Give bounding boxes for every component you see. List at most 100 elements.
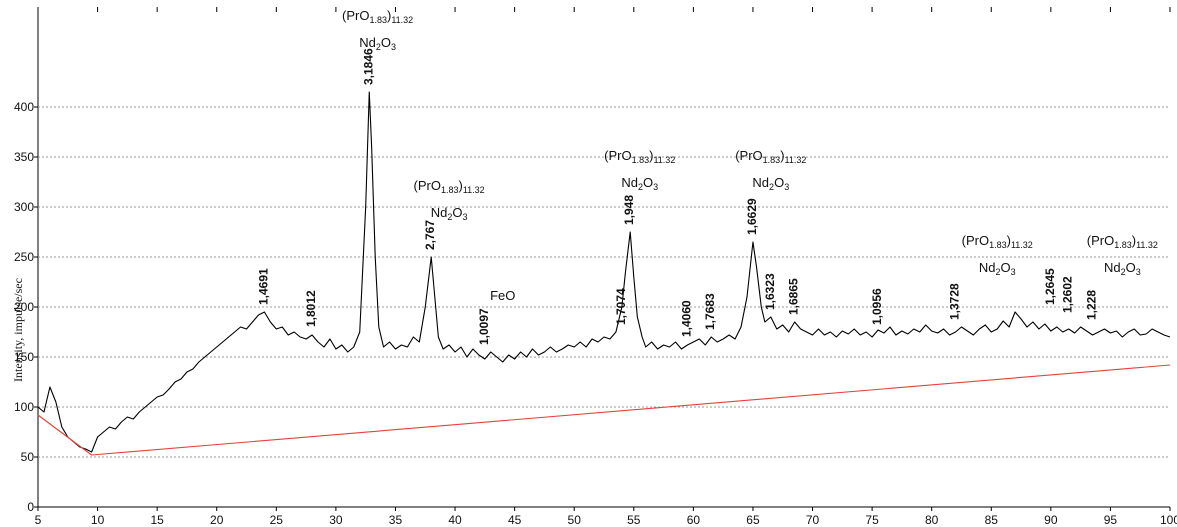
y-tick-label: 0 (27, 500, 34, 514)
peak-label: 1,6865 (787, 278, 801, 315)
formula-part: Nd (359, 35, 376, 50)
formula-part: Nd (431, 205, 448, 220)
peak-label: 1,6323 (763, 273, 777, 310)
formula-part: (PrO (604, 148, 631, 163)
x-tick-label: 85 (985, 513, 999, 527)
y-tick-label: 250 (14, 250, 34, 264)
peak-label: 1,0956 (870, 288, 884, 325)
formula-part: ) (387, 8, 391, 23)
subscript: 2 (769, 182, 774, 192)
peak-label: 1,3728 (948, 283, 962, 320)
formula-part: (PrO (735, 148, 762, 163)
formula-part: Nd (621, 175, 638, 190)
x-tick-label: 45 (508, 513, 522, 527)
formula-part: O (452, 205, 462, 220)
subscript: 11.32 (1011, 240, 1033, 250)
peak-label: 1,0097 (477, 308, 491, 345)
y-tick-label: 350 (14, 150, 34, 164)
formula-part: Nd (1104, 260, 1121, 275)
formula-part: ) (780, 148, 784, 163)
phase-annotation: Nd2O3 (621, 175, 658, 192)
x-tick-label: 100 (1160, 513, 1177, 527)
peak-label: 1,948 (622, 195, 636, 225)
subscript: 2 (995, 267, 1000, 277)
peak-label: 1,6629 (745, 198, 759, 235)
formula-part: ) (1007, 233, 1011, 248)
formula-part: O (1000, 260, 1010, 275)
x-tick-label: 10 (91, 513, 105, 527)
subscript: 11.32 (785, 155, 807, 165)
phase-annotation: Nd2O3 (431, 205, 468, 222)
subscript: 1.83 (369, 15, 387, 25)
subscript: 1.83 (1114, 240, 1132, 250)
x-tick-label: 50 (568, 513, 582, 527)
peak-label: 1,7683 (703, 293, 717, 330)
y-tick-label: 50 (21, 450, 35, 464)
y-axis-label: Intensity, impulse/sec (11, 278, 25, 382)
formula-part: O (381, 35, 391, 50)
peak-label: 1,2602 (1061, 276, 1075, 313)
series-line (37, 91, 1171, 453)
y-tick-label: 150 (14, 350, 34, 364)
peak-label: 1,8012 (304, 290, 318, 327)
subscript: 11.32 (463, 185, 485, 195)
phase-annotation: Nd2O3 (359, 35, 396, 52)
peak-label: 1,2645 (1043, 268, 1057, 305)
x-tick-label: 90 (1044, 513, 1058, 527)
formula-part: ) (1132, 233, 1136, 248)
peak-label: 1,4691 (256, 268, 270, 305)
x-tick-label: 75 (865, 513, 879, 527)
formula-part: (PrO (414, 178, 441, 193)
subscript: 3 (391, 42, 396, 52)
peak-label: 2,767 (423, 220, 437, 250)
x-tick-label: 20 (210, 513, 224, 527)
y-tick-label: 400 (14, 100, 34, 114)
formula-part: ) (458, 178, 462, 193)
subscript: 2 (376, 42, 381, 52)
formula-part: O (774, 175, 784, 190)
x-tick-label: 40 (448, 513, 462, 527)
x-tick-label: 95 (1104, 513, 1118, 527)
subscript: 3 (1011, 267, 1016, 277)
formula-part: Nd (752, 175, 769, 190)
formula-part: (PrO (342, 8, 369, 23)
formula-part: O (643, 175, 653, 190)
x-tick-label: 5 (35, 513, 42, 527)
subscript: 1.83 (763, 155, 781, 165)
peak-label: 1,4060 (679, 300, 693, 337)
phase-annotation: (PrO1.83)11.32 (735, 148, 806, 165)
peak-label: 1,228 (1085, 290, 1099, 320)
formula-part: ) (649, 148, 653, 163)
subscript: 1.83 (441, 185, 459, 195)
series-line (37, 364, 1171, 456)
phase-annotation: (PrO1.83)11.32 (1087, 233, 1158, 250)
subscript: 3 (784, 182, 789, 192)
x-tick-label: 55 (627, 513, 641, 527)
x-tick-label: 25 (270, 513, 284, 527)
subscript: 3 (462, 212, 467, 222)
x-tick-label: 65 (746, 513, 760, 527)
phase-annotation: FeO (490, 288, 515, 303)
formula-part: FeO (490, 288, 515, 303)
subscript: 2 (1121, 267, 1126, 277)
x-tick-label: 80 (925, 513, 939, 527)
y-tick-label: 100 (14, 400, 34, 414)
subscript: 2 (638, 182, 643, 192)
peak-label: 3,1846 (361, 48, 375, 85)
y-tick-label: 300 (14, 200, 34, 214)
phase-annotation: (PrO1.83)11.32 (342, 8, 413, 25)
subscript: 11.32 (391, 15, 413, 25)
phase-annotation: Nd2O3 (979, 260, 1016, 277)
subscript: 11.32 (1136, 240, 1158, 250)
x-tick-label: 70 (806, 513, 820, 527)
subscript: 1.83 (632, 155, 650, 165)
subscript: 1.83 (989, 240, 1007, 250)
x-tick-label: 15 (150, 513, 164, 527)
formula-part: (PrO (962, 233, 989, 248)
formula-part: (PrO (1087, 233, 1114, 248)
x-tick-label: 35 (389, 513, 403, 527)
phase-annotation: (PrO1.83)11.32 (414, 178, 485, 195)
peak-label: 1,7074 (614, 288, 628, 325)
